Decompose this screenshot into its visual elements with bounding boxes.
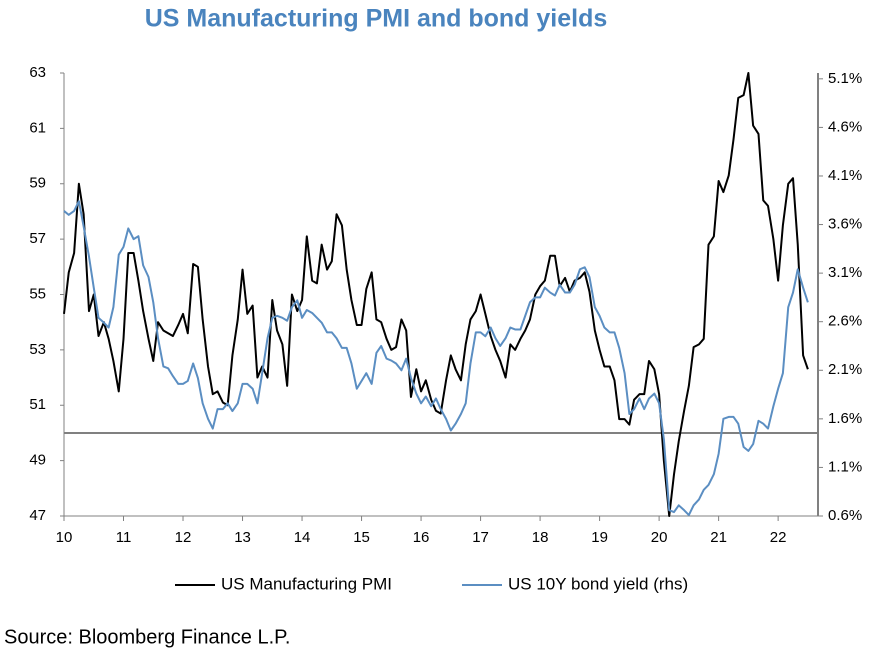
series-line [63, 72, 809, 517]
y-tick-label: 55 [29, 285, 46, 302]
x-tick-label: 11 [116, 529, 132, 546]
y2-tick-label: 3.6% [828, 216, 862, 233]
legend-label: US 10Y bond yield (rhs) [508, 574, 688, 593]
y-tick-label: 49 [29, 452, 46, 469]
x-tick-label: 19 [591, 529, 608, 546]
y2-tick-label: 5.1% [828, 70, 862, 87]
y2-tick-label: 2.6% [828, 313, 862, 330]
x-tick-label: 10 [56, 529, 73, 546]
y2-tick-label: 1.6% [828, 410, 862, 427]
y-tick-label: 57 [29, 230, 46, 247]
y-tick-label: 61 [29, 119, 46, 136]
y2-tick-label: 0.6% [828, 507, 862, 524]
series-line [63, 200, 809, 517]
y2-tick-label: 1.1% [828, 458, 862, 475]
x-tick-label: 17 [472, 529, 489, 546]
x-tick-label: 14 [294, 529, 311, 546]
y2-tick-label: 3.1% [828, 264, 862, 281]
x-tick-label: 12 [175, 529, 192, 546]
source-note: Source: Bloomberg Finance L.P. [4, 626, 290, 648]
x-tick-label: 22 [770, 529, 787, 546]
x-tick-label: 15 [353, 529, 370, 546]
y-tick-label: 47 [29, 507, 46, 524]
chart-title: US Manufacturing PMI and bond yields [145, 5, 608, 33]
legend-label: US Manufacturing PMI [221, 574, 392, 593]
y2-tick-label: 4.1% [828, 167, 862, 184]
y2-tick-label: 2.1% [828, 361, 862, 378]
y-tick-label: 59 [29, 175, 46, 192]
y-tick-label: 53 [29, 341, 46, 358]
x-tick-label: 13 [234, 529, 251, 546]
y-tick-label: 63 [29, 64, 46, 81]
y-tick-label: 51 [29, 396, 46, 413]
x-tick-label: 21 [710, 529, 727, 546]
x-tick-label: 20 [651, 529, 668, 546]
x-tick-label: 18 [532, 529, 549, 546]
x-tick-label: 16 [413, 529, 430, 546]
y2-tick-label: 4.6% [828, 118, 862, 135]
